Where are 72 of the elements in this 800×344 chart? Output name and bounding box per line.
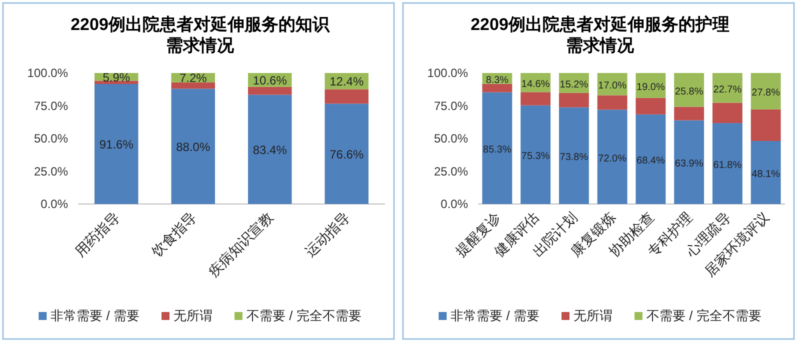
bar — [597, 110, 628, 204]
data-label: 25.8% — [674, 86, 704, 98]
bar — [482, 84, 512, 92]
bar — [674, 106, 704, 120]
data-label: 83.4% — [252, 142, 288, 157]
bar — [636, 98, 666, 114]
bar — [520, 92, 551, 106]
x-tick-label: 饮食指导 — [148, 208, 200, 260]
data-label: 85.3% — [483, 144, 512, 156]
y-tick-label: 100.0% — [427, 66, 468, 80]
bar — [597, 95, 628, 110]
bar — [750, 140, 781, 204]
data-label: 12.4% — [330, 74, 364, 89]
bar — [712, 102, 742, 124]
bar — [324, 104, 368, 204]
data-label: 10.6% — [252, 73, 288, 88]
data-label: 91.6% — [99, 138, 134, 152]
y-tick-label: 75.0% — [34, 98, 68, 113]
data-label: 88.0% — [176, 140, 210, 154]
y-tick-label: 25.0% — [34, 164, 68, 178]
chart-title: 2209例出院患者对延伸服务的知识需求情况 — [70, 15, 330, 55]
data-label: 72.0% — [598, 153, 627, 164]
y-tick-label: 0.0% — [440, 197, 468, 211]
y-tick-label: 100.0% — [27, 66, 68, 80]
bar — [324, 89, 368, 104]
legend-label: 不需要 / 完全不需要 — [646, 308, 762, 323]
bar — [636, 114, 666, 204]
bar — [248, 94, 292, 204]
x-tick-label: 运动指导 — [302, 208, 353, 260]
legend-label: 无所谓 — [574, 308, 612, 323]
bar — [674, 73, 704, 107]
bar — [558, 92, 589, 108]
bar — [520, 105, 551, 204]
bar — [482, 92, 512, 204]
bar — [94, 80, 138, 84]
data-label: 27.8% — [752, 88, 780, 99]
data-label: 5.9% — [102, 70, 130, 84]
bar — [750, 73, 781, 110]
data-label: 22.7% — [713, 84, 742, 96]
bar — [171, 88, 215, 204]
y-tick-label: 50.0% — [434, 132, 468, 146]
data-label: 76.6% — [330, 147, 364, 162]
y-tick-label: 25.0% — [434, 164, 468, 178]
data-label: 17.0% — [598, 80, 627, 92]
x-tick-label: 疾病知识宣教 — [205, 208, 276, 280]
chart-title: 2209例出院患者对延伸服务的护理需求情况 — [470, 15, 730, 55]
data-label: 48.1% — [752, 168, 780, 180]
data-label: 7.2% — [179, 71, 208, 86]
data-label: 73.8% — [560, 152, 588, 164]
legend-label: 非常需要 / 需要 — [50, 308, 140, 323]
data-label: 75.3% — [521, 151, 550, 162]
data-label: 61.8% — [713, 160, 742, 172]
bar — [712, 123, 742, 204]
legend-label: 不需要 / 完全不需要 — [246, 308, 362, 323]
data-label: 8.3% — [486, 74, 509, 86]
y-tick-label: 75.0% — [434, 98, 468, 113]
bar — [674, 120, 704, 204]
bar — [171, 82, 215, 89]
legend-label: 非常需要 / 需要 — [450, 308, 540, 323]
bar — [94, 84, 138, 204]
data-label: 15.2% — [560, 79, 588, 90]
legend-label: 无所谓 — [174, 308, 212, 323]
bar — [750, 109, 781, 141]
x-tick-label: 用药指导 — [72, 208, 122, 260]
data-label: 63.9% — [674, 158, 704, 170]
bar — [248, 86, 292, 95]
y-tick-label: 0.0% — [40, 197, 68, 211]
data-label: 19.0% — [636, 82, 665, 93]
data-label: 68.4% — [636, 156, 665, 167]
data-label: 14.6% — [521, 79, 550, 90]
y-tick-label: 50.0% — [34, 132, 68, 146]
bar — [558, 107, 589, 204]
